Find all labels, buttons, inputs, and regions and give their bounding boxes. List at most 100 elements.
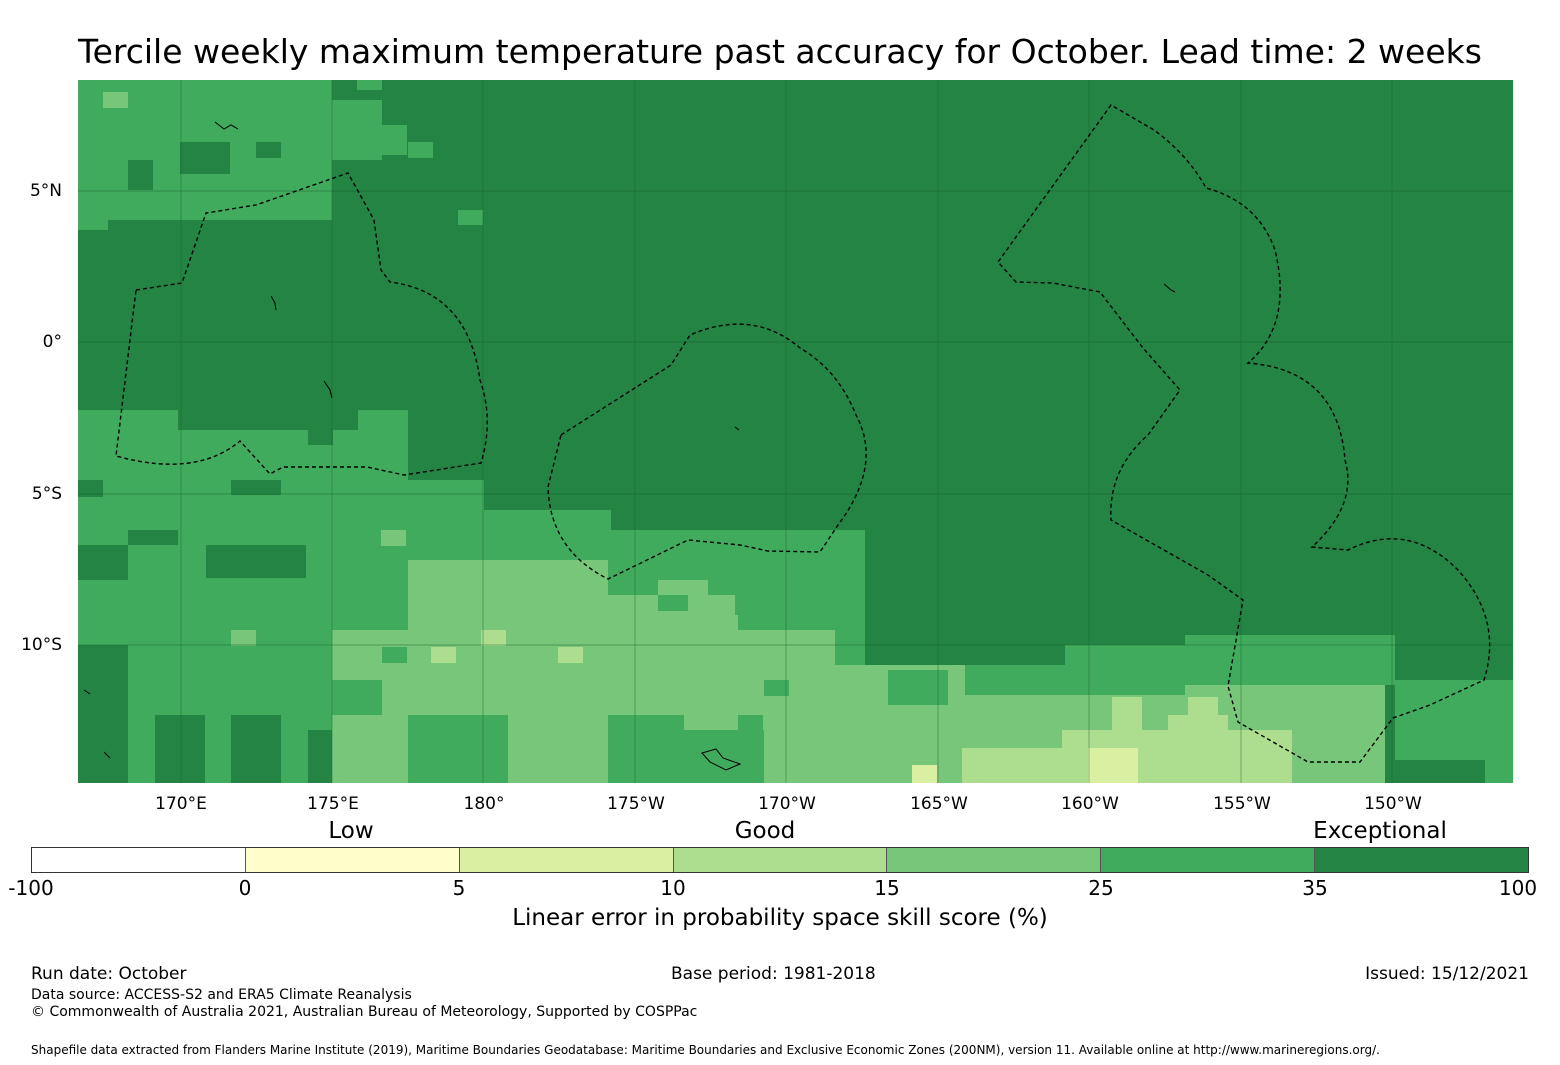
shapefile-credit: Shapefile data extracted from Flanders M… xyxy=(31,1043,1380,1057)
region-10-15 xyxy=(1168,715,1228,730)
colorbar-segment xyxy=(32,848,246,872)
colorbar-segment xyxy=(1101,848,1316,872)
colorbar-tick: 0 xyxy=(238,876,252,900)
region-25-35 xyxy=(458,210,483,225)
region-25-35 xyxy=(382,125,407,155)
region-25-35 xyxy=(408,715,508,783)
region-exceptional xyxy=(128,530,178,545)
region-exceptional xyxy=(206,545,306,578)
eez-boundary-east xyxy=(997,104,1491,763)
region-25-35 xyxy=(608,580,658,595)
eez-boundary-central xyxy=(547,323,867,580)
skill-cells xyxy=(78,80,1513,783)
region-10-15 xyxy=(1188,697,1218,717)
region-exceptional xyxy=(78,645,128,783)
island-shape xyxy=(214,121,239,130)
region-25-35 xyxy=(408,142,433,158)
region-exceptional xyxy=(180,142,230,174)
lat-label-0: 0° xyxy=(42,332,62,352)
region-25-35 xyxy=(1065,645,1185,695)
island-shape xyxy=(323,380,333,399)
region-25-35 xyxy=(332,100,382,160)
region-10-15 xyxy=(431,647,456,663)
region-25-35 xyxy=(78,220,108,230)
category-label-good: Good xyxy=(734,818,796,844)
region-25-35 xyxy=(764,680,789,696)
gridlines xyxy=(78,80,1513,783)
island-shape xyxy=(83,689,91,695)
region-15-25 xyxy=(708,595,738,630)
region-25-35 xyxy=(1485,715,1513,783)
lon-label-160w: 160°W xyxy=(1061,794,1119,814)
island-shape xyxy=(270,295,277,311)
region-25-35 xyxy=(332,680,382,715)
islands xyxy=(83,121,1176,771)
colorbar-segment xyxy=(673,848,888,872)
region-10-15 xyxy=(481,630,506,646)
region-10-15 xyxy=(558,647,583,663)
colorbar-segment xyxy=(245,848,460,872)
issued-date: Issued: 15/12/2021 xyxy=(1365,964,1529,984)
lat-label-5n: 5°N xyxy=(29,181,62,201)
category-label-exceptional: Exceptional xyxy=(1313,818,1447,844)
region-25-35 xyxy=(738,715,763,731)
colorbar-title: Linear error in probability space skill … xyxy=(512,905,1048,931)
region-10-15 xyxy=(1242,765,1292,783)
colorbar-tick: -100 xyxy=(8,876,54,900)
region-25-35 xyxy=(658,595,688,611)
colorbar xyxy=(31,847,1529,873)
region-exceptional xyxy=(308,430,333,445)
skill-score-map xyxy=(78,80,1513,783)
lon-label-170e: 170°E xyxy=(155,794,207,814)
category-label-low: Low xyxy=(328,818,374,844)
colorbar-tick: 5 xyxy=(452,876,466,900)
region-25-35 xyxy=(735,580,865,615)
copyright: © Commonwealth of Australia 2021, Austra… xyxy=(31,1004,698,1020)
region-exceptional xyxy=(231,480,281,495)
colorbar-tick: 15 xyxy=(874,876,900,900)
region-15-25 xyxy=(231,630,256,646)
region-exceptional xyxy=(256,142,281,158)
eez-boundary-west xyxy=(115,172,488,476)
eez-boundaries xyxy=(115,104,1491,763)
region-exceptional xyxy=(231,715,281,783)
region-exceptional xyxy=(178,400,358,430)
island-shape xyxy=(734,426,740,431)
lat-label-5s: 5°S xyxy=(31,484,62,504)
lon-label-180: 180° xyxy=(463,794,505,814)
colorbar-tick: 100 xyxy=(1498,876,1538,900)
lon-label-175w: 175°W xyxy=(607,794,665,814)
region-exceptional xyxy=(155,715,205,783)
colorbar-segment xyxy=(459,848,674,872)
island-shape xyxy=(701,748,742,771)
lon-label-170w: 170°W xyxy=(758,794,816,814)
base-period: Base period: 1981-2018 xyxy=(671,964,876,984)
region-25-35 xyxy=(888,670,948,705)
lon-label-150w: 150°W xyxy=(1364,794,1422,814)
colorbar-segment xyxy=(887,848,1102,872)
island-shape xyxy=(1163,283,1176,293)
region-25-35 xyxy=(1185,635,1395,685)
colorbar-segment xyxy=(1315,848,1529,872)
lat-label-10s: 10°S xyxy=(21,635,62,655)
colorbar-tick: 35 xyxy=(1302,876,1328,900)
region-25-35 xyxy=(608,715,684,783)
colorbar-tick: 25 xyxy=(1088,876,1114,900)
region-5-10 xyxy=(1088,748,1138,783)
region-25-35 xyxy=(382,647,407,663)
region-exceptional xyxy=(78,480,103,497)
lon-label-175e: 175°E xyxy=(307,794,359,814)
region-25-35 xyxy=(965,665,1065,695)
region-25-35 xyxy=(684,730,764,783)
region-exceptional xyxy=(128,160,153,190)
region-25-35 xyxy=(835,615,865,665)
island-shape xyxy=(103,751,111,759)
colorbar-tick: 10 xyxy=(660,876,686,900)
run-date: Run date: October xyxy=(31,964,187,984)
region-15-25 xyxy=(381,530,406,546)
region-25-35 xyxy=(357,80,382,90)
region-exceptional xyxy=(332,80,357,100)
lon-label-155w: 155°W xyxy=(1213,794,1271,814)
region-15-25 xyxy=(103,92,128,108)
lon-label-165w: 165°W xyxy=(910,794,968,814)
